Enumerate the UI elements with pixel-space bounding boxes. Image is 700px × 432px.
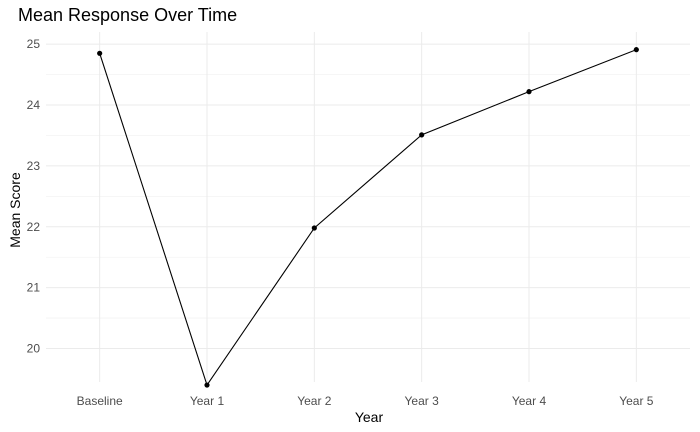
x-axis-title: Year — [355, 409, 384, 425]
x-tick-label: Year 1 — [190, 394, 225, 408]
data-point — [526, 89, 532, 95]
data-point — [633, 47, 639, 53]
y-tick-label: 22 — [27, 220, 41, 234]
y-axis-title: Mean Score — [7, 172, 23, 248]
y-tick-label: 23 — [27, 159, 41, 173]
y-axis-ticks: 20 21 22 23 24 25 — [27, 37, 41, 355]
chart-title: Mean Response Over Time — [18, 5, 238, 25]
data-point — [204, 382, 210, 388]
data-point — [97, 50, 103, 56]
x-tick-label: Year 3 — [405, 394, 440, 408]
series-line — [99, 49, 637, 387]
y-tick-label: 25 — [27, 37, 41, 51]
grid-lines — [46, 32, 690, 382]
x-tick-label: Year 2 — [297, 394, 332, 408]
y-tick-label: 20 — [27, 342, 41, 356]
x-axis-ticks: Baseline Year 1 Year 2 Year 3 Year 4 Year 5 — [77, 394, 654, 408]
data-series — [97, 47, 639, 388]
y-tick-label: 21 — [27, 281, 41, 295]
data-point — [419, 132, 425, 138]
x-tick-label: Baseline — [77, 394, 123, 408]
x-tick-label: Year 5 — [619, 394, 654, 408]
x-tick-label: Year 4 — [512, 394, 547, 408]
y-tick-label: 24 — [27, 98, 41, 112]
data-point — [311, 225, 317, 231]
